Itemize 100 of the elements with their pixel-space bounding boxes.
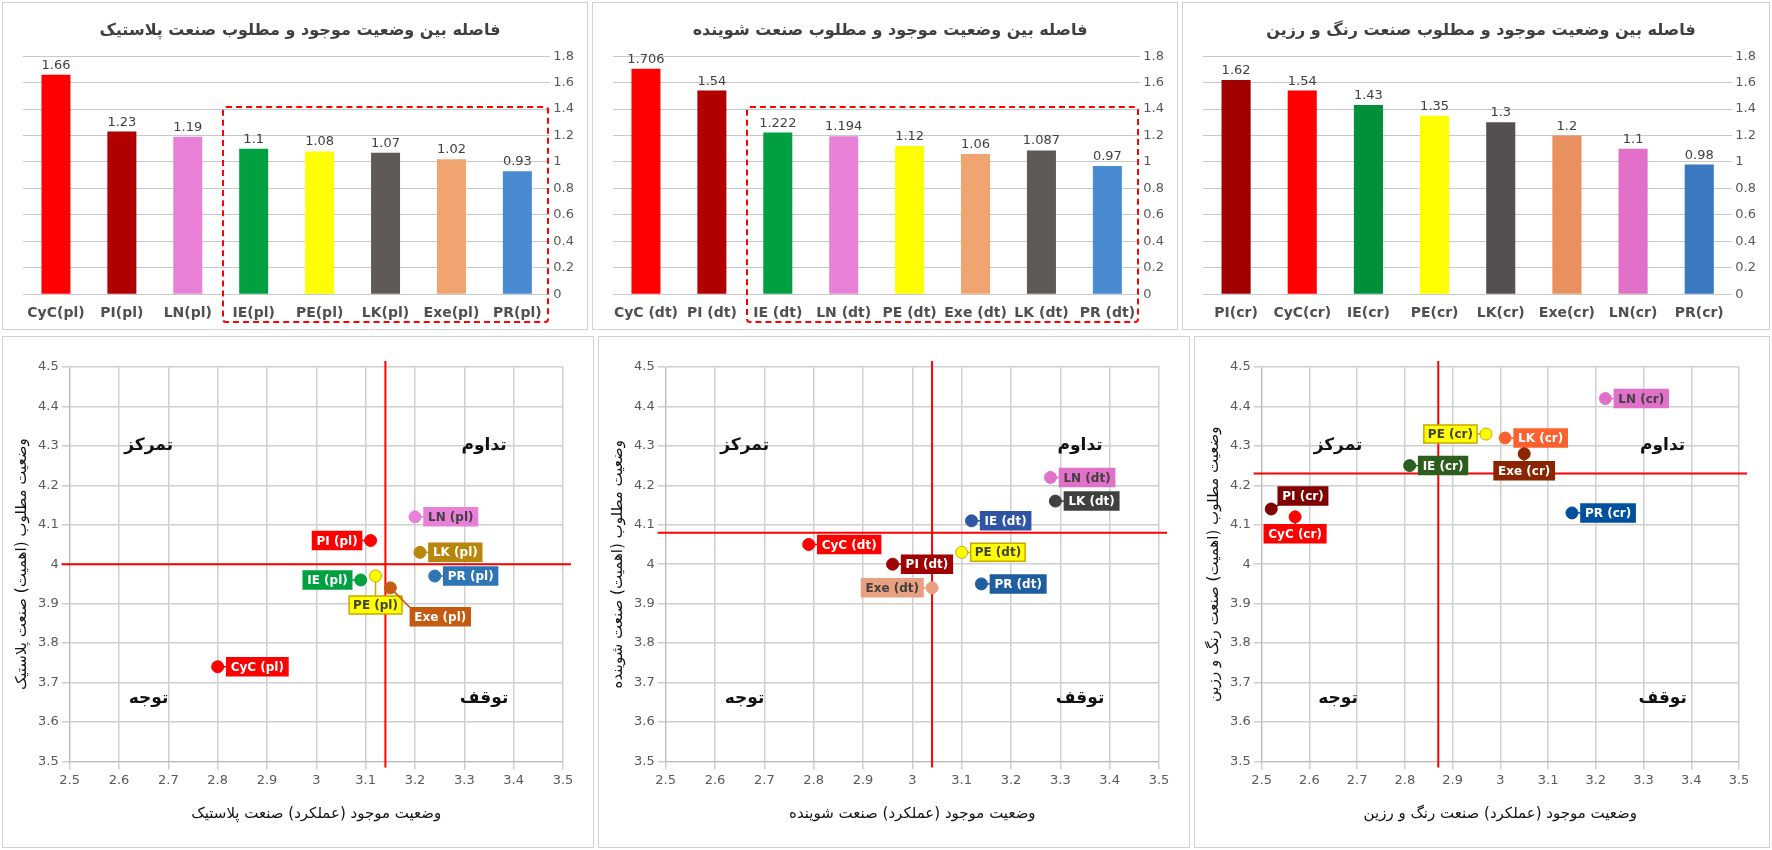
annotation: تمرکز (719, 434, 770, 456)
annotation: تداوم (461, 434, 507, 456)
x-tick-label: Exe(pl) (423, 304, 480, 321)
y-tick-label: 4.5 (1229, 358, 1251, 374)
x-tick-label: LK(pl) (361, 304, 410, 321)
annotation: تمرکز (1312, 434, 1363, 456)
x-tick-label: 2.6 (1299, 771, 1320, 787)
x-tick-label: IE (dt) (753, 304, 803, 321)
annotation: توقف (459, 686, 509, 708)
annotation: توقف (1055, 686, 1105, 708)
y-tick-label: 0.2 (553, 259, 575, 275)
series-label: PI (cr) (1282, 489, 1324, 504)
annotation: توجه (724, 686, 765, 708)
x-tick-label: PE(pl) (295, 304, 344, 321)
y-tick-label: 4.4 (37, 397, 59, 413)
data-label: 1.07 (371, 134, 401, 150)
y-tick-label: 3.8 (633, 634, 655, 650)
annotation: تمرکز (123, 434, 174, 456)
x-tick-label: LN(cr) (1608, 304, 1658, 321)
y-tick-label: 4.1 (633, 516, 655, 532)
x-tick-label: 2.8 (803, 771, 825, 787)
x-tick-label: CyC(cr) (1273, 304, 1332, 321)
y-tick-label: 3.7 (633, 673, 655, 689)
y-tick-label: 4.4 (1229, 397, 1251, 413)
y-tick-label: 0.4 (1143, 232, 1165, 248)
y-tick-label: 4 (1242, 555, 1251, 571)
data-label: 1.02 (436, 141, 466, 157)
x-axis-title: وضعیت موجود (عملکرد) صنعت پلاستیک (191, 803, 442, 823)
legend-label: PR (pl) (447, 569, 494, 584)
y-axis-title: وضعیت مطلوب (اهمیت) صنعت شوینده (607, 439, 626, 689)
legend-label: LN (dt) (1063, 470, 1111, 485)
y-axis-title: وضعیت مطلوب (اهمیت) صنعت پلاستیک (11, 438, 31, 691)
legend-label: PI (dt) (905, 557, 949, 572)
data-label: 1.19 (173, 118, 203, 134)
y-tick-label: 0.6 (1735, 206, 1757, 222)
annotation: تداوم (1057, 434, 1103, 456)
y-tick-label: 3.5 (1229, 752, 1251, 768)
legend-label: LN (cr) (1618, 391, 1665, 406)
y-tick-label: 0 (1143, 285, 1152, 301)
x-tick-label: Exe(cr) (1538, 304, 1595, 321)
y-tick-label: 3.9 (37, 595, 59, 611)
data-label: 1.194 (825, 118, 863, 134)
data-label: 1.54 (1287, 72, 1317, 88)
x-tick-label: IE(pl) (232, 304, 275, 321)
y-tick-label: 0.2 (1735, 259, 1757, 275)
y-tick-label: 4.2 (1229, 476, 1251, 492)
text: Exe (pl) (414, 609, 467, 624)
y-tick-label: 3.8 (37, 634, 59, 650)
series-label: Exe (cr) (1498, 463, 1551, 478)
y-tick-label: 0 (553, 285, 562, 301)
x-tick-label: 3.4 (503, 771, 525, 787)
y-tick-label: 0.6 (1143, 206, 1165, 222)
data-label: 1.087 (1022, 132, 1061, 148)
x-tick-label: 2.7 (1346, 771, 1368, 787)
data-label: 1.08 (305, 133, 335, 149)
data-label: 1.2 (1556, 117, 1578, 133)
y-tick-label: 3.6 (1229, 713, 1251, 729)
y-tick-label: 3.6 (37, 713, 59, 729)
x-tick-label: Exe (dt) (944, 304, 1007, 321)
series-label: Exe (dt) (865, 580, 920, 595)
x-tick-label: PI(cr) (1214, 304, 1258, 321)
annotation: توجه (1318, 686, 1358, 708)
y-tick-label: 1 (553, 153, 562, 169)
x-tick-label: 3.3 (1049, 771, 1071, 787)
data-label: 1.1 (243, 130, 265, 146)
y-tick-label: 1 (1143, 153, 1152, 169)
data-label: 1.222 (759, 114, 797, 130)
y-tick-label: 1.6 (553, 74, 575, 90)
x-tick-label: LN (dt) (816, 304, 872, 321)
chart-title: فاصله بین وضعیت موجود و مطلوب صنعت شوینده (692, 19, 1088, 39)
y-tick-label: 4.5 (633, 358, 655, 374)
x-axis-title: وضعیت موجود (عملکرد) صنعت رنگ و رزین (1363, 803, 1638, 822)
x-tick-label: 2.9 (1442, 771, 1463, 787)
x-tick-label: 3.1 (355, 771, 377, 787)
x-tick-label: 2.6 (704, 771, 726, 787)
annotation: توقف (1638, 686, 1687, 708)
y-tick-label: 3.9 (1229, 595, 1251, 611)
y-tick-label: 1.2 (553, 126, 575, 142)
x-tick-label: LK (dt) (1014, 304, 1069, 321)
y-tick-label: 3.5 (633, 752, 655, 768)
x-tick-label: CyC (dt) (613, 304, 678, 321)
x-tick-label: 2.5 (1251, 771, 1273, 787)
y-tick-label: 0.8 (1143, 179, 1165, 195)
data-label: 1.06 (961, 136, 991, 152)
y-tick-label: 1.8 (1735, 47, 1757, 63)
x-tick-label: 2.7 (754, 771, 775, 787)
series-label: PE (pl) (353, 598, 398, 613)
y-tick-label: 0.6 (553, 206, 575, 222)
data-label: 1.706 (627, 50, 665, 66)
x-tick-label: 2.8 (207, 771, 229, 787)
x-tick-label: 3.1 (951, 771, 973, 787)
legend-label: CyC (pl) (230, 659, 284, 674)
data-label: 1.43 (1353, 87, 1383, 103)
y-tick-label: 3.7 (37, 673, 59, 689)
y-tick-label: 1.6 (1143, 74, 1165, 90)
x-tick-label: 2.6 (108, 771, 130, 787)
x-tick-label: PR (dt) (1079, 304, 1136, 321)
x-tick-label: 3 (1496, 771, 1505, 787)
x-tick-label: 3.1 (1537, 771, 1559, 787)
x-tick-label: IE(cr) (1347, 304, 1390, 321)
